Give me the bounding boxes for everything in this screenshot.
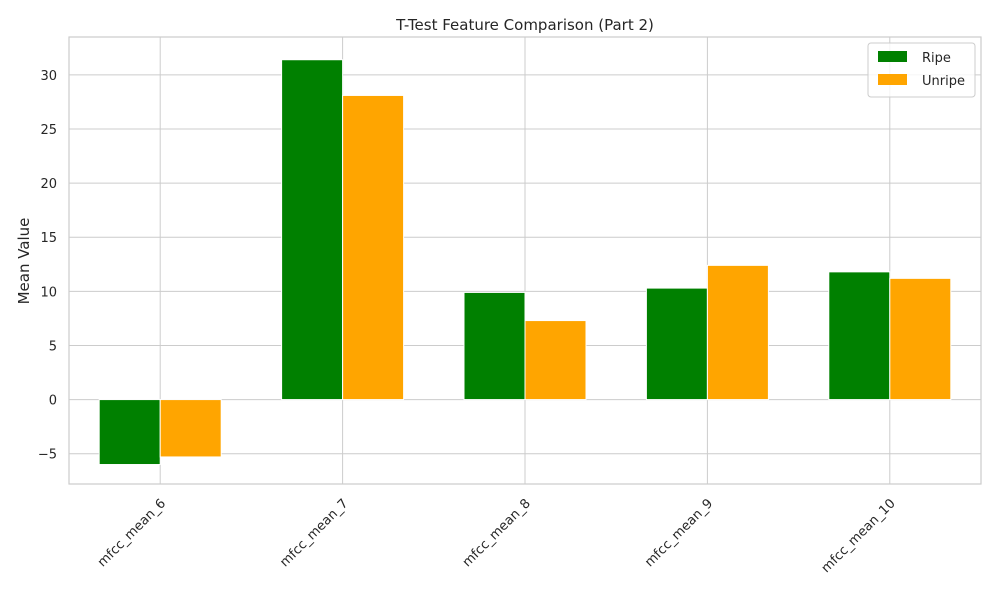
bar-ripe-mfcc_mean_10 <box>828 271 891 401</box>
y-tick-label: −5 <box>38 448 57 463</box>
y-tick-label: 10 <box>40 285 57 300</box>
bar-ripe-mfcc_mean_7 <box>281 59 344 401</box>
y-tick-label: 20 <box>40 177 57 192</box>
chart-title: T-Test Feature Comparison (Part 2) <box>395 16 654 34</box>
bar-unripe-mfcc_mean_9 <box>706 264 769 401</box>
bars <box>98 59 952 466</box>
y-tick-label: 25 <box>40 123 57 138</box>
legend-label-ripe: Ripe <box>922 51 951 66</box>
bar-ripe-mfcc_mean_6 <box>98 399 161 466</box>
y-tick-labels: −5 0 5 10 15 20 25 30 <box>38 69 57 463</box>
bar-ripe-mfcc_mean_8 <box>463 291 526 401</box>
bar-ripe-mfcc_mean_9 <box>645 287 708 401</box>
bar-unripe-mfcc_mean_7 <box>342 94 405 401</box>
y-tick-label: 0 <box>49 394 57 409</box>
y-tick-label: 30 <box>40 69 57 84</box>
legend-swatch-unripe <box>878 74 907 85</box>
bar-unripe-mfcc_mean_6 <box>159 399 222 458</box>
legend: Ripe Unripe <box>867 42 976 98</box>
y-axis-label: Mean Value <box>15 218 33 305</box>
y-tick-label: 15 <box>40 231 57 246</box>
bar-unripe-mfcc_mean_10 <box>889 277 952 401</box>
legend-label-unripe: Unripe <box>922 74 965 89</box>
bar-unripe-mfcc_mean_8 <box>524 320 587 401</box>
legend-swatch-ripe <box>878 51 907 62</box>
plot-frame <box>68 36 982 485</box>
y-tick-label: 5 <box>49 339 57 354</box>
